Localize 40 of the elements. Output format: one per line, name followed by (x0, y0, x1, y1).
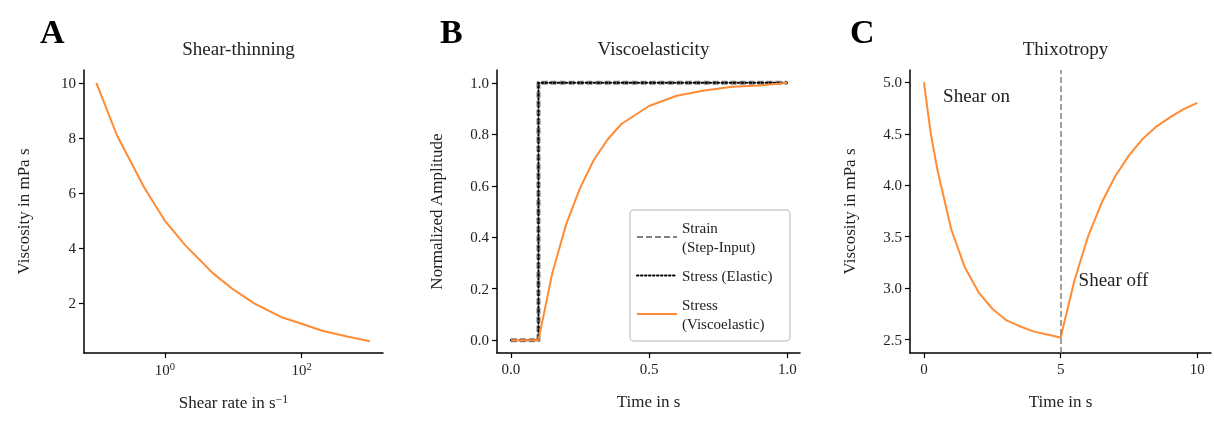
y-tick-label: 8 (68, 130, 76, 146)
line-series (922, 81, 1199, 339)
y-tick-label: 4.5 (883, 125, 902, 142)
y-axis-title: Viscosity in mPa s (840, 148, 859, 275)
x-tick-label: 0 (920, 360, 928, 377)
y-tick-label: 2.5 (883, 331, 902, 348)
legend-label: Strain (Step-Input) (682, 219, 756, 256)
x-tick-label: 5 (1056, 360, 1065, 377)
chart-title: Viscoelasticity (597, 38, 710, 59)
y-axis-title: Viscosity in mPa s (14, 148, 33, 275)
y-tick-label: 0.2 (470, 280, 489, 297)
y-tick-label: 3.0 (883, 280, 902, 297)
y-tick-label: 0.4 (470, 229, 490, 246)
text: C (850, 12, 875, 50)
y-tick-label: 5.0 (883, 74, 902, 91)
y-tick-label: 0.8 (470, 126, 489, 143)
x-axis-title: Time in s (616, 392, 681, 411)
chart-title: Shear-thinning (182, 38, 296, 59)
x-tick-label: 1.0 (777, 360, 797, 377)
text: B (440, 12, 463, 50)
y-tick-label: 4.0 (883, 177, 902, 194)
y-axis-title: Normalized Amplitude (427, 133, 446, 290)
y-tick-label: 4 (68, 240, 77, 257)
annotation: Shear off (1078, 268, 1150, 290)
y-tick-label: 0.0 (470, 332, 489, 349)
y-tick-label: 6 (68, 185, 77, 202)
x-tick-label: 0.5 (639, 360, 659, 377)
text: A (40, 12, 65, 50)
y-tick-label: 1.0 (470, 74, 489, 91)
y-tick-label: 0.6 (470, 177, 490, 194)
x-axis-title: Time in s (1028, 392, 1093, 411)
legend-label: Stress (Elastic) (682, 267, 773, 285)
y-tick-label: 3.5 (883, 228, 902, 245)
chart-title: Thixotropy (1022, 38, 1109, 59)
y-tick-label: 10 (61, 74, 76, 91)
x-tick-label: 0.0 (501, 360, 521, 377)
legend-label: Stress (Viscoelastic) (682, 296, 765, 333)
x-tick-label: 10 (1189, 360, 1205, 377)
annotation: Shear on (943, 84, 1011, 106)
y-tick-label: 2 (68, 295, 76, 312)
